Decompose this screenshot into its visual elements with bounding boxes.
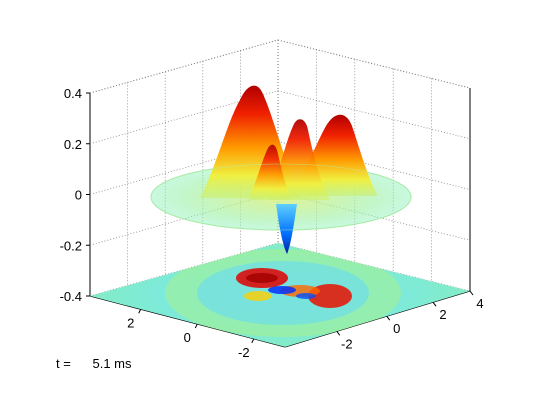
z-tick-label: 0: [75, 188, 82, 203]
z-tick-label: -0.2: [60, 238, 82, 253]
right-tick-label: 0: [393, 321, 400, 336]
left-tick-label: -2: [238, 345, 250, 360]
left-tick-label: 0: [184, 330, 191, 345]
left-tick-mark: [194, 323, 198, 329]
peak-small: [248, 144, 292, 200]
left-tick-mark: [138, 309, 142, 314]
right-tick-mark: [336, 331, 341, 336]
z-tick-label: -0.4: [60, 289, 82, 304]
right-tick-mark: [469, 290, 474, 296]
z-grid-right: [277, 39, 471, 89]
z-axis-ticks: 0.4 0.2 0 -0.2 -0.4: [60, 86, 90, 304]
right-tick-mark: [432, 301, 437, 307]
z-grid-left: [89, 39, 279, 94]
left-tick-label: 2: [127, 315, 134, 330]
left-axis-ticks: 2 0 -2: [127, 309, 255, 360]
right-tick-label: -2: [341, 336, 353, 351]
z-tick-label: 0.2: [64, 137, 82, 152]
right-tick-label: 4: [476, 296, 483, 311]
z-tick-label: 0.4: [64, 86, 82, 101]
right-axis-ticks: -2 0 2 4: [336, 290, 484, 351]
time-value: 5.1 ms: [92, 356, 132, 371]
time-caption: t = 5.1 ms: [56, 356, 132, 371]
right-tick-mark: [386, 315, 391, 321]
surface-mesh: [150, 85, 412, 254]
trough: [276, 204, 297, 254]
floor-projection: [90, 243, 470, 347]
time-label: t =: [56, 356, 71, 371]
right-tick-label: 2: [439, 307, 446, 322]
left-tick-mark: [251, 338, 255, 344]
